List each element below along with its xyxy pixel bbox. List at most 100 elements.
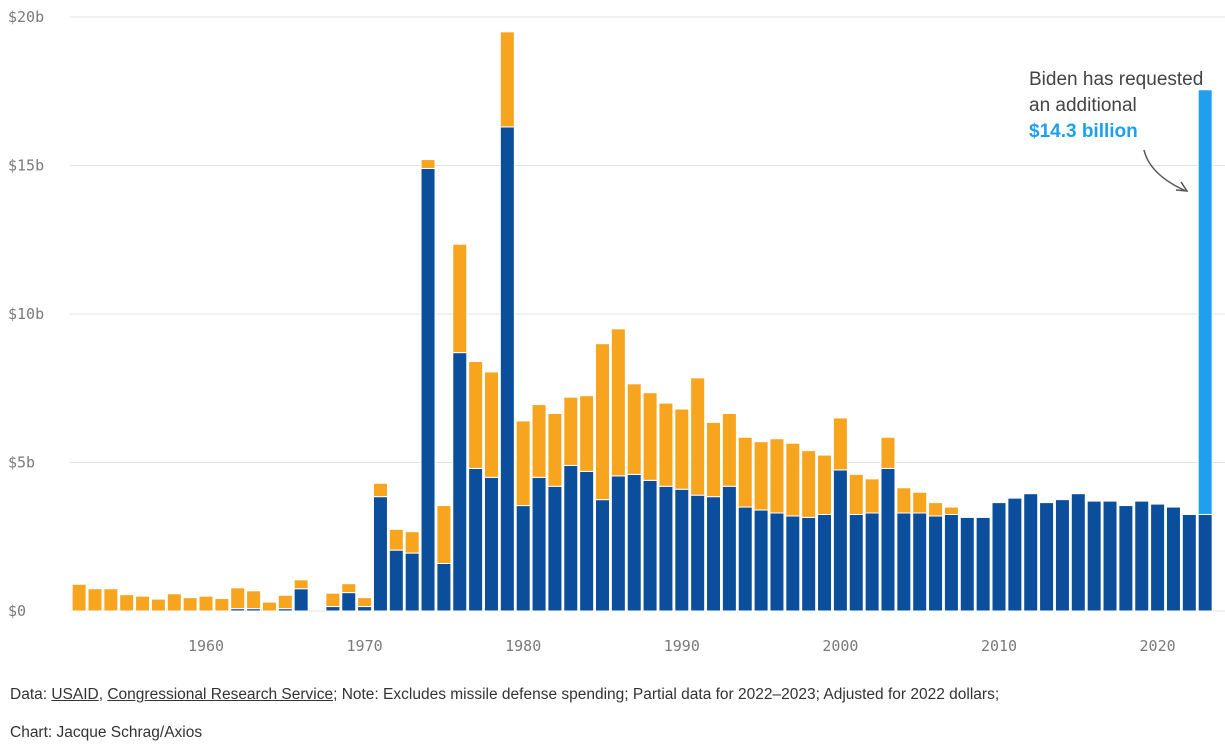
x-axis-labels: 1960 1970 1980 1990 2000 2010 2020 [188, 637, 1176, 655]
bar-1975-series-1 [436, 562, 452, 612]
bar-1953-series-2 [87, 588, 103, 612]
annotation-arrow [1143, 149, 1187, 192]
bar-1972-series-2 [388, 528, 404, 551]
bar-1980-series-1 [515, 505, 531, 612]
bar-1985-series-2 [595, 343, 610, 501]
bar-2004-series-1 [896, 512, 912, 612]
bar-1991-series-2 [690, 377, 706, 496]
bar-1976-series-1 [452, 352, 468, 612]
bar-1997-series-2 [785, 442, 801, 517]
annotation: Biden has requested an additional $14.3 … [1029, 69, 1203, 192]
bar-1974-series-2 [420, 159, 436, 169]
bar-1969-series-1 [341, 592, 357, 612]
bar-1970-series-2 [357, 597, 373, 608]
bar-1980-series-2 [515, 420, 531, 507]
bar-2000-series-2 [832, 417, 848, 471]
bar-1981-series-2 [531, 404, 547, 478]
bar-2018-series-1 [1118, 505, 1134, 612]
bar-1973-series-2 [404, 531, 420, 554]
bar-1976-series-2 [452, 243, 468, 354]
bar-1963-series-2 [246, 590, 262, 610]
bar-2015-series-1 [1070, 493, 1086, 612]
bar-1975-series-2 [436, 505, 452, 564]
bar-1978-series-2 [483, 371, 499, 478]
bar-2010-series-1 [991, 502, 1007, 612]
bar-1958-series-2 [166, 593, 182, 612]
bar-2021-series-1 [1165, 506, 1181, 612]
bar-2020-series-1 [1150, 503, 1166, 612]
bar-1987-series-1 [626, 473, 642, 612]
bar-2019-series-1 [1134, 500, 1150, 612]
x-tick-label: 1960 [188, 637, 224, 655]
y-tick-label: $20b [8, 8, 44, 26]
bar-1960-series-2 [198, 595, 214, 612]
bar-2004-series-2 [896, 487, 912, 514]
bar-1965-series-2 [277, 594, 293, 610]
x-tick-label: 1980 [505, 637, 541, 655]
bar-1972-series-1 [388, 549, 404, 612]
footer-credit: Chart: Jacque Schrag/Axios [10, 724, 203, 741]
bar-1992-series-1 [706, 496, 722, 612]
bar-1970-series-1 [357, 606, 373, 612]
bar-1957-series-2 [150, 598, 166, 612]
bar-2014-series-1 [1054, 499, 1070, 612]
bar-1989-series-1 [658, 485, 674, 612]
bar-1998-series-2 [801, 450, 817, 518]
bar-1982-series-2 [547, 413, 563, 487]
bar-1993-series-1 [721, 485, 737, 612]
bar-2001-series-1 [848, 513, 864, 612]
bar-2006-series-2 [928, 502, 944, 517]
x-tick-label: 2010 [981, 637, 1017, 655]
source-link-crs[interactable]: Congressional Research Service [107, 686, 334, 703]
bar-1979-series-1 [499, 126, 515, 612]
bar-2008-series-1 [959, 516, 975, 612]
bar-1982-series-1 [547, 485, 563, 612]
bar-2003-series-1 [880, 467, 896, 612]
bar-1999-series-1 [817, 513, 833, 612]
source-link-usaid[interactable]: USAID [51, 686, 99, 703]
bar-1959-series-2 [182, 597, 198, 612]
bar-1978-series-1 [483, 476, 499, 612]
bar-1952-series-2 [71, 583, 87, 612]
bar-1992-series-2 [706, 421, 722, 498]
bar-2001-series-2 [848, 473, 864, 515]
footer-sources: Data: USAID, Congressional Research Serv… [10, 686, 999, 704]
x-tick-label: 2020 [1140, 637, 1176, 655]
bar-1998-series-1 [801, 516, 817, 612]
footer-sep: , [98, 686, 108, 703]
bar-2007-series-1 [943, 513, 959, 612]
bar-1977-series-1 [468, 467, 484, 612]
bar-1995-series-1 [753, 509, 769, 612]
bar-1994-series-2 [737, 436, 753, 508]
bar-1990-series-2 [674, 408, 690, 490]
bar-1979-series-2 [499, 31, 515, 128]
bar-1983-series-1 [563, 464, 579, 612]
bar-1996-series-1 [769, 512, 785, 612]
bar-1991-series-1 [690, 494, 706, 612]
bar-1995-series-2 [753, 441, 769, 511]
bar-2003-series-2 [880, 436, 896, 469]
bar-1989-series-2 [658, 402, 674, 487]
bar-1977-series-2 [468, 361, 484, 469]
bar-2011-series-1 [1007, 497, 1023, 612]
bar-2022-series-1 [1181, 513, 1197, 612]
bar-1984-series-1 [579, 470, 595, 612]
bar-1994-series-1 [737, 506, 753, 612]
x-tick-label: 1990 [664, 637, 700, 655]
bar-2023-series-1 [1197, 513, 1213, 612]
bar-1990-series-1 [674, 488, 690, 612]
bar-2023-request [1197, 89, 1213, 515]
y-tick-label: $5b [8, 454, 35, 472]
y-axis-labels: $0 $5b $10b $15b $20b [8, 8, 44, 620]
bar-1997-series-1 [785, 515, 801, 612]
bar-1954-series-2 [103, 588, 119, 612]
bar-1968-series-1 [325, 606, 341, 612]
bar-1966-series-1 [293, 588, 309, 612]
y-tick-label: $15b [8, 157, 44, 175]
bar-1964-series-2 [261, 601, 277, 612]
bar-2005-series-1 [912, 512, 928, 612]
bar-1962-series-2 [230, 587, 246, 610]
bar-2000-series-1 [832, 469, 848, 612]
bar-1956-series-2 [135, 595, 151, 612]
bar-1993-series-2 [721, 413, 737, 487]
